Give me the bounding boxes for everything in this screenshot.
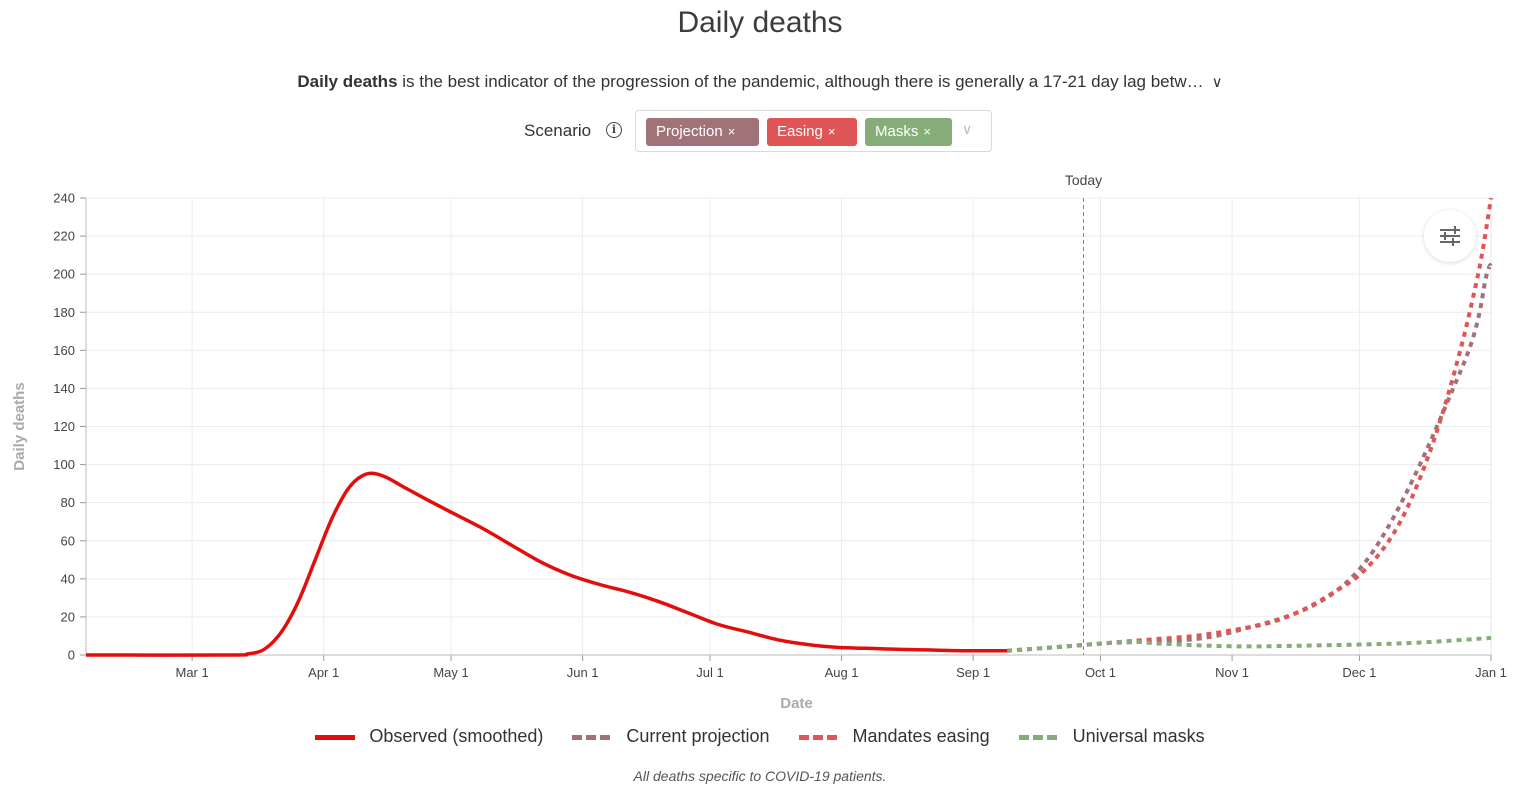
x-tick-label: Oct 1 — [1085, 665, 1116, 680]
daily-deaths-chart: 0 20 40 60 80 100 120 140 160 180 200 220 240 Mar 1 Ap… — [11, 172, 1507, 712]
y-tick-label: 120 — [53, 419, 75, 434]
close-icon[interactable]: × — [727, 124, 736, 139]
y-tick-label: 80 — [61, 495, 75, 510]
info-icon[interactable]: i — [606, 122, 622, 138]
x-tick-label: Apr 1 — [308, 665, 339, 680]
close-icon[interactable]: × — [827, 124, 836, 139]
legend-swatch — [1018, 734, 1059, 740]
x-tick-label: Jan 1 — [1475, 665, 1507, 680]
scenario-selector-row: Scenario i Projection × Easing × Masks × ∨ — [0, 110, 1520, 154]
legend-item-masks[interactable]: Universal masks — [1018, 726, 1205, 747]
chart-settings-button[interactable] — [1424, 210, 1476, 262]
scenario-tag-label: Masks — [875, 123, 919, 140]
x-tick-label: Sep 1 — [956, 665, 990, 680]
y-tick-label: 0 — [68, 648, 75, 663]
legend-label: Universal masks — [1072, 726, 1205, 746]
chart-description: Daily deaths is the best indicator of th… — [0, 72, 1520, 92]
x-tick-label: Mar 1 — [176, 665, 209, 680]
series-universal-masks-line — [1006, 635, 1492, 653]
legend-item-easing[interactable]: Mandates easing — [798, 726, 990, 747]
y-tick-label: 220 — [53, 229, 75, 244]
y-tick-label: 40 — [61, 571, 75, 586]
legend-label: Mandates easing — [852, 726, 990, 746]
y-tick-label: 160 — [53, 343, 75, 358]
scenario-tag-label: Easing — [777, 123, 823, 140]
footnote: All deaths specific to COVID-19 patients… — [633, 768, 887, 784]
close-icon[interactable]: × — [923, 124, 931, 139]
scenario-label: Scenario — [524, 121, 592, 140]
y-axis-label: Daily deaths — [11, 382, 28, 470]
series-current-projection-line — [1006, 263, 1493, 653]
x-tick-label: Aug 1 — [825, 665, 859, 680]
x-tick-label: Jun 1 — [567, 665, 599, 680]
page-title: Daily deaths — [677, 6, 843, 39]
legend-swatch — [798, 734, 839, 740]
chevron-down-icon[interactable]: ∨ — [1211, 74, 1223, 91]
y-tick-label: 100 — [53, 457, 75, 472]
series-observed-line — [86, 471, 1008, 657]
scenario-tag-masks: Masks × — [865, 118, 952, 146]
legend-label: Observed (smoothed) — [369, 726, 544, 746]
x-tick-label: May 1 — [433, 665, 468, 680]
y-tick-label: 140 — [53, 381, 75, 396]
chevron-down-icon[interactable]: ∨ — [962, 121, 973, 137]
legend-swatch — [315, 734, 356, 740]
sliders-icon — [1440, 226, 1460, 246]
legend-item-projection[interactable]: Current projection — [572, 726, 770, 747]
y-tick-label: 240 — [53, 191, 75, 206]
y-tick-label: 60 — [61, 533, 75, 548]
series-mandates-easing-line — [1006, 197, 1493, 653]
x-tick-label: Nov 1 — [1215, 665, 1249, 680]
y-tick-label: 200 — [53, 267, 75, 282]
y-tick-label: 20 — [61, 609, 75, 624]
scenario-tag-projection: Projection × — [646, 118, 759, 146]
x-axis-label: Date — [780, 695, 813, 712]
description-text: is the best indicator of the progression… — [397, 72, 1204, 91]
scenario-tag-easing: Easing × — [767, 118, 857, 146]
y-tick-label: 180 — [53, 305, 75, 320]
today-marker-label: Today — [1065, 172, 1102, 188]
scenario-select[interactable]: Projection × Easing × Masks × ∨ — [635, 110, 992, 152]
x-tick-label: Dec 1 — [1342, 665, 1376, 680]
description-bold: Daily deaths — [297, 72, 398, 91]
legend-label: Current projection — [626, 726, 770, 746]
x-tick-label: Jul 1 — [696, 665, 723, 680]
chart-legend: Observed (smoothed) Current projection M… — [0, 726, 1520, 747]
scenario-tag-label: Projection — [656, 123, 723, 140]
legend-item-observed[interactable]: Observed (smoothed) — [315, 726, 543, 747]
legend-swatch — [572, 734, 613, 740]
